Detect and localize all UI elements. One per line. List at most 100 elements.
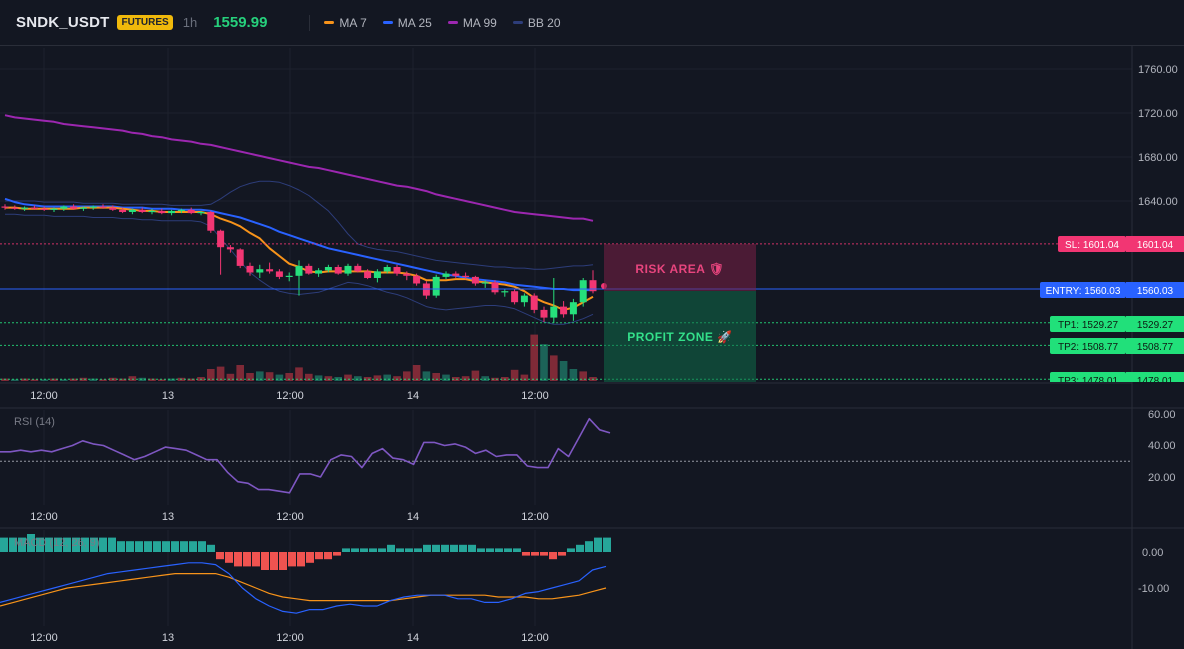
macd-histogram-bar: [207, 544, 215, 552]
last-price: 1559.99: [213, 14, 268, 31]
time-axis-label: 12:00: [521, 511, 549, 523]
candle-body: [89, 206, 97, 208]
candle-body: [422, 283, 430, 296]
volume-bar: [344, 374, 352, 381]
volume-bar: [422, 371, 431, 381]
candle-body: [246, 265, 254, 273]
price-axis-label: 1640.00: [1138, 196, 1178, 208]
volume-bar: [167, 378, 176, 381]
macd-histogram-bar: [414, 548, 422, 552]
volume-bar: [403, 371, 411, 381]
candle-body: [364, 271, 372, 278]
candle-body: [40, 208, 48, 210]
volume-bar: [510, 369, 519, 381]
volume-bar: [550, 355, 558, 381]
macd-histogram-bar: [54, 537, 62, 552]
legend-bb20[interactable]: BB 20: [512, 16, 561, 30]
macd-histogram-bar: [189, 541, 197, 552]
macd-histogram-bar: [45, 537, 53, 552]
macd-histogram-bar: [261, 552, 269, 570]
macd-histogram-bar: [540, 552, 548, 556]
macd-histogram-bar: [99, 537, 107, 552]
time-axis-label: 12:00: [30, 390, 58, 402]
candle-body: [305, 265, 313, 274]
volume-bar: [265, 372, 274, 381]
volume-bar: [314, 375, 323, 381]
candle-body: [295, 265, 303, 276]
volume-bar: [99, 379, 107, 381]
volume-bar: [128, 376, 137, 381]
macd-histogram-bar: [18, 537, 26, 552]
candle-body: [471, 276, 479, 284]
volume-bar: [461, 376, 470, 381]
candle-body: [315, 270, 323, 274]
candle-body: [60, 206, 68, 209]
macd-histogram-bar: [216, 552, 224, 560]
macd-histogram-bar: [594, 537, 602, 552]
rsi-axis-label: 20.00: [1148, 472, 1176, 484]
macd-histogram-bar: [459, 544, 467, 552]
volume-bar: [118, 378, 127, 381]
macd-histogram-bar: [279, 552, 287, 570]
volume-bar: [1, 378, 9, 381]
macd-histogram-bar: [513, 548, 521, 552]
top-bar: SNDK_USDT FUTURES 1h 1559.99 MA 7 MA 25 …: [0, 0, 1184, 46]
candle-body: [560, 306, 568, 315]
volume-bar: [354, 376, 362, 381]
tp1-tag: [1050, 316, 1126, 332]
macd-axis-label: 0.00: [1142, 547, 1163, 559]
macd-histogram-bar: [477, 548, 485, 552]
tp2-axis-tag: [1126, 338, 1184, 354]
time-axis-label: 14: [407, 390, 419, 402]
risk-area-label: RISK AREA 🛡: [635, 262, 724, 276]
volume-bar: [216, 366, 225, 381]
symbol-name[interactable]: SNDK_USDT: [16, 14, 110, 31]
legend-ma99[interactable]: MA 99: [447, 16, 497, 30]
tp3-axis-tag: [1126, 372, 1184, 382]
volume-bar: [246, 373, 254, 381]
volume-bar: [481, 376, 489, 381]
macd-histogram-bar: [396, 548, 404, 552]
macd-histogram-bar: [603, 537, 611, 552]
macd-histogram-bar: [243, 552, 251, 567]
macd-histogram-bar: [288, 552, 296, 567]
legend-ma25[interactable]: MA 25: [382, 16, 432, 30]
macd-histogram-bar: [180, 541, 188, 552]
bb20-swatch: [512, 21, 523, 24]
tp3-tag: [1050, 372, 1126, 382]
tp3-axis-text: 1478.01: [1137, 376, 1174, 387]
volume-bar: [11, 379, 19, 381]
volume-bar: [491, 377, 499, 381]
ma99-swatch: [447, 21, 458, 24]
candle-body: [393, 267, 401, 274]
time-axis-label: 12:00: [276, 511, 304, 523]
macd-histogram-bar: [324, 552, 332, 560]
tp1-tag-text: TP1: 1529.27: [1058, 320, 1118, 331]
price-axis-label: 1760.00: [1138, 64, 1178, 76]
macd-histogram-bar: [297, 552, 305, 567]
macd-histogram-bar: [27, 534, 35, 552]
price-axis-label: 1680.00: [1138, 152, 1178, 164]
macd-histogram-bar: [441, 544, 449, 552]
candle-body: [540, 309, 548, 318]
timeframe-label[interactable]: 1h: [182, 15, 198, 30]
candle-body: [168, 210, 176, 214]
macd-histogram-bar: [63, 537, 71, 552]
tp3-tag-text: TP3: 1478.01: [1058, 376, 1118, 387]
macd-histogram-bar: [153, 541, 161, 552]
macd-histogram-bar: [9, 537, 17, 552]
volume-bar: [207, 369, 215, 381]
macd-histogram-bar: [405, 548, 413, 552]
macd-histogram-bar: [342, 548, 350, 552]
tp3-clip: TP3: 1478.01 1478.01: [1050, 372, 1184, 387]
candle-body: [128, 209, 136, 212]
macd-histogram-bar: [270, 552, 278, 570]
macd-histogram-bar: [468, 544, 476, 552]
candle-body: [530, 295, 538, 310]
legend-ma7[interactable]: MA 7: [324, 16, 367, 30]
volume-bar: [305, 373, 313, 381]
candle-body: [187, 209, 195, 214]
volume-bar: [452, 377, 460, 381]
candle-body: [324, 267, 332, 271]
